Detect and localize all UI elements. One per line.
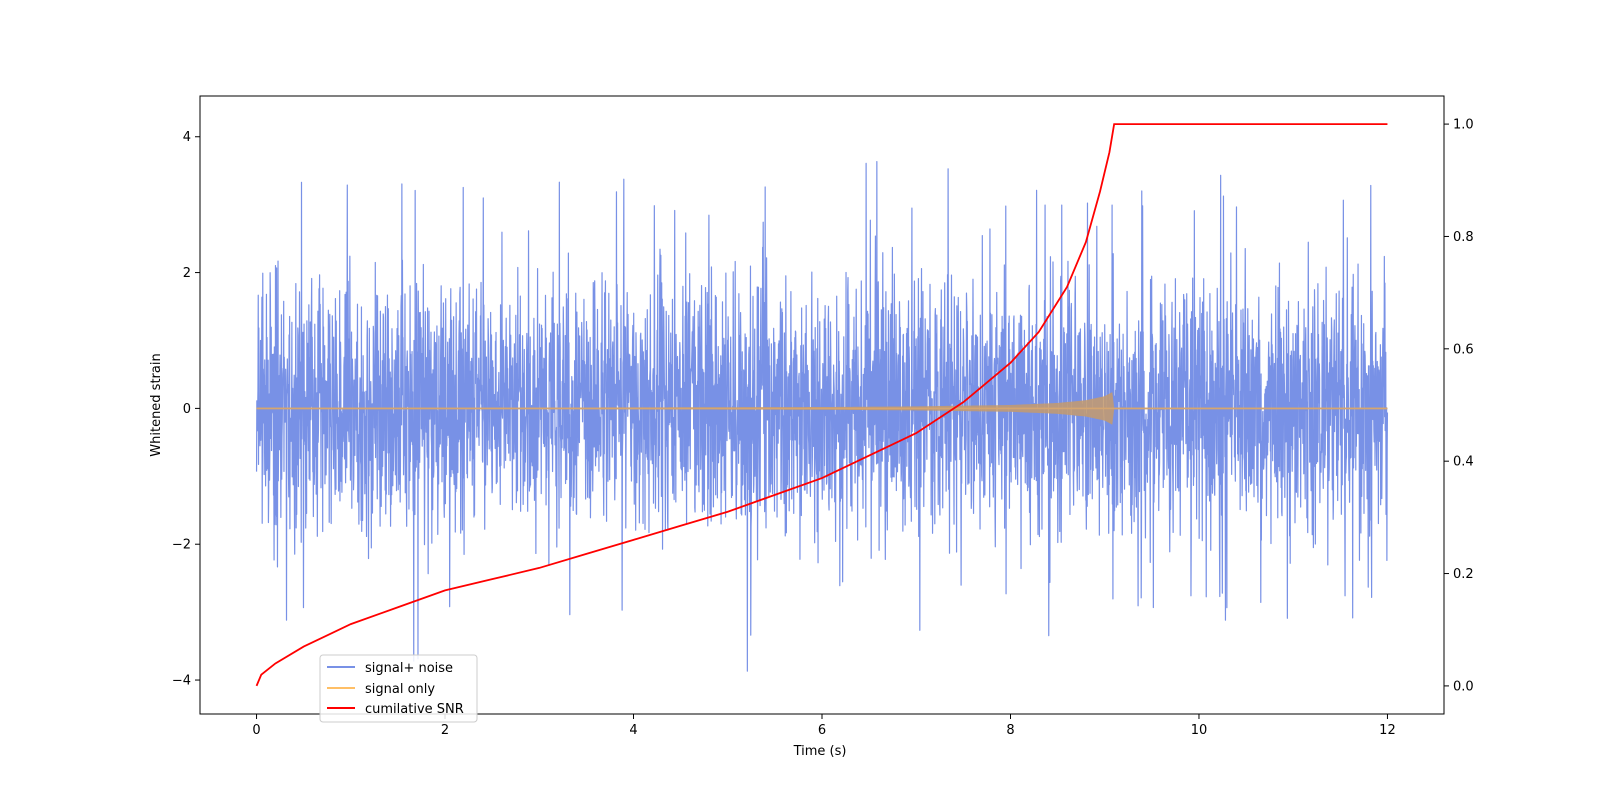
legend-box (319, 654, 478, 723)
x-tick-label: 6 (818, 723, 826, 738)
y2-tick-label: 0.8 (1453, 230, 1474, 245)
plot-area (255, 123, 1389, 687)
y2-axis-ticks: 0.0 0.2 0.4 0.6 0.8 1.0 (1444, 118, 1474, 694)
y2-tick-label: 0.4 (1453, 455, 1474, 470)
y2-tick-label: 0.2 (1453, 567, 1474, 582)
x-tick-label: 10 (1191, 723, 1208, 738)
series-signal-plus-noise-line (255, 161, 1389, 672)
legend-label-signal-plus-noise: signal+ noise (365, 661, 453, 676)
y2-tick-label: 1.0 (1453, 118, 1474, 133)
x-tick-label: 8 (1006, 723, 1014, 738)
x-tick-label: 4 (629, 723, 637, 738)
x-tick-label: 0 (252, 723, 260, 738)
y-axis-ticks: −4 −2 0 2 4 (172, 130, 200, 689)
y-tick-label: 0 (183, 402, 191, 417)
y-axis-label: Whitened strain (149, 353, 164, 456)
y-tick-label: 2 (183, 266, 191, 281)
y2-tick-label: 0.0 (1453, 679, 1474, 694)
series-cumulative-snr-line (255, 123, 1388, 687)
y-tick-label: −2 (172, 538, 191, 553)
y-tick-label: −4 (172, 674, 191, 689)
y2-tick-label: 0.6 (1453, 342, 1474, 357)
legend-label-cumulative-snr: cumilative SNR (365, 702, 464, 717)
y-tick-label: 4 (183, 130, 191, 145)
x-axis-label: Time (s) (793, 744, 847, 759)
x-tick-label: 2 (441, 723, 449, 738)
legend: signal+ noise signal only cumilative SNR (319, 654, 478, 723)
x-axis-ticks: 0 2 4 6 8 10 12 (252, 714, 1396, 738)
x-tick-label: 12 (1379, 723, 1396, 738)
legend-label-signal-only: signal only (365, 682, 435, 697)
